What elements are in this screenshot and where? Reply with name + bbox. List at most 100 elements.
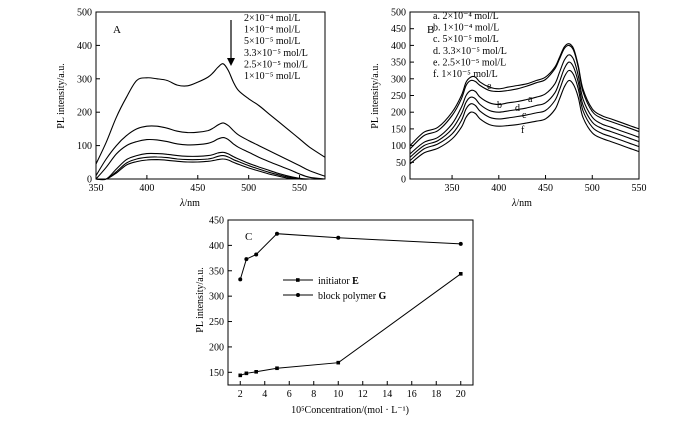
y-tick-label: 450 [391, 24, 406, 35]
x-tick-label: 350 [89, 183, 104, 194]
legend-entry: block polymer G [318, 291, 387, 302]
x-tick-label: 12 [358, 389, 368, 400]
spectrum-curve-1 [95, 63, 326, 165]
series-line-initiator [240, 273, 462, 376]
y-tick-label: 300 [209, 292, 224, 303]
panel-c-frame [227, 219, 474, 386]
curve-label-d: d [515, 103, 520, 114]
y-tick-label: 300 [77, 74, 92, 85]
legend-entry: c. 5×10⁻⁵ mol/L [433, 34, 499, 45]
data-point-block-polymer [254, 252, 259, 257]
data-point-block-polymer [458, 241, 463, 246]
legend-entry: 1×10⁻⁴ mol/L [244, 25, 300, 36]
y-tick-label: 150 [391, 124, 406, 135]
panel-c-xlabel: 10⁵Concentration/(mol · L⁻¹) [291, 405, 409, 416]
y-tick-label: 200 [77, 108, 92, 119]
spectrum-curve-6 [95, 158, 325, 180]
x-tick-label: 6 [287, 389, 292, 400]
panel-b-label: B [427, 24, 434, 36]
panel-a-xlabel: λ/nm [179, 198, 200, 209]
data-point-block-polymer [275, 231, 279, 236]
panel-b-curves [409, 43, 640, 165]
panel-c-ylabel: PL intensity/a.u. [195, 267, 206, 332]
data-point-block-polymer [336, 235, 341, 240]
series-line-block-polymer [239, 233, 461, 280]
panel-a-arrow [227, 20, 235, 66]
y-tick-label: 100 [391, 141, 406, 152]
y-tick-label: 500 [77, 8, 92, 19]
spectrum-curve-2 [95, 122, 326, 177]
panel-a-ylabel: PL intensity/a.u. [56, 63, 67, 128]
y-tick-label: 200 [209, 342, 224, 353]
legend-entry: 5×10⁻⁵ mol/L [244, 36, 300, 47]
y-tick-label: 250 [209, 317, 224, 328]
y-tick-label: 500 [391, 8, 406, 19]
data-point-initiator [238, 373, 243, 378]
y-tick-label: 450 [209, 216, 224, 227]
x-tick-label: 550 [632, 183, 647, 194]
data-point-block-polymer [244, 257, 249, 262]
panel-a: 350 400 450 500 550 0 100 200 300 400 500 A 2×10⁻⁴… [56, 8, 326, 209]
legend-entry: 1×10⁻⁵ mol/L [244, 71, 300, 82]
legend-entry: f. 1×10⁻⁵ mol/L [433, 69, 498, 80]
y-tick-label: 150 [209, 368, 224, 379]
arrow-head [227, 58, 235, 66]
y-tick-label: 400 [209, 241, 224, 252]
y-tick-label: 200 [391, 108, 406, 119]
x-tick-label: 400 [491, 183, 506, 194]
panel-c-axes: 2 4 6 8 10 12 14 16 18 20 150 200 250 300 350 400 450 [209, 216, 466, 401]
panel-b-legend: a. 2×10⁻⁴ mol/Lb. 1×10⁻⁴ mol/Lc. 5×10⁻⁵ … [433, 11, 507, 80]
panel-a-legend: 2×10⁻⁴ mol/L1×10⁻⁴ mol/L5×10⁻⁵ mol/L3.3×… [244, 13, 308, 82]
panel-b-ylabel: PL intensity/a.u. [370, 63, 381, 128]
y-tick-label: 100 [77, 141, 92, 152]
panel-a-curves [95, 63, 326, 181]
x-tick-label: 10 [333, 389, 343, 400]
x-tick-label: 350 [445, 183, 460, 194]
x-tick-label: 20 [456, 389, 466, 400]
spectrum-curve-4 [95, 151, 326, 181]
x-tick-label: 400 [139, 183, 154, 194]
legend-entry: 2.5×10⁻⁵ mol/L [244, 59, 308, 70]
x-tick-label: 500 [241, 183, 256, 194]
spectrum-curve-b [409, 44, 640, 150]
y-tick-label: 350 [391, 58, 406, 69]
legend-entry: a. 2×10⁻⁴ mol/L [433, 11, 499, 22]
panel-b-axes: 350 400 450 500 550 0 50 100 150 200 250 300 350 400 4… [391, 8, 647, 195]
x-tick-label: 450 [190, 183, 205, 194]
x-tick-label: 4 [262, 389, 267, 400]
y-tick-label: 350 [209, 266, 224, 277]
data-point-block-polymer [238, 277, 243, 282]
curve-label-a: a [528, 94, 533, 105]
legend-entry: b. 1×10⁻⁴ mol/L [433, 23, 499, 34]
y-tick-label: 400 [77, 41, 92, 52]
x-tick-label: 2 [238, 389, 243, 400]
curve-label-c: c [522, 110, 527, 121]
panel-a-axes: 350 400 450 500 550 0 100 200 300 400 500 [77, 8, 307, 195]
spectrum-curve-d [409, 61, 640, 158]
x-tick-label: 550 [292, 183, 307, 194]
spectrum-curve-3 [95, 137, 326, 180]
legend-marker-circle [296, 293, 300, 297]
y-tick-label: 0 [87, 175, 92, 186]
legend-entry: e. 2.5×10⁻⁵ mol/L [433, 57, 506, 68]
data-point-initiator [458, 272, 463, 276]
spectrum-curve-f [409, 79, 640, 165]
panel-c-legend: initiator E block polymer G [283, 276, 387, 302]
y-tick-label: 400 [391, 41, 406, 52]
panel-a-label: A [113, 24, 121, 36]
data-point-initiator [275, 366, 279, 371]
spectrum-curve-c [409, 54, 640, 155]
data-point-initiator [244, 371, 249, 376]
data-point-initiator [254, 370, 258, 374]
spectrum-curve-a [409, 43, 640, 146]
spectrum-curve-5 [95, 155, 325, 181]
curve-label-f: f [521, 125, 525, 136]
y-tick-label: 250 [391, 91, 406, 102]
y-tick-label: 0 [401, 175, 406, 186]
y-tick-label: 50 [396, 158, 406, 169]
panel-a-frame [95, 11, 326, 180]
data-point-initiator [336, 360, 341, 365]
x-tick-label: 14 [382, 389, 392, 400]
panel-c-label: C [245, 231, 252, 243]
